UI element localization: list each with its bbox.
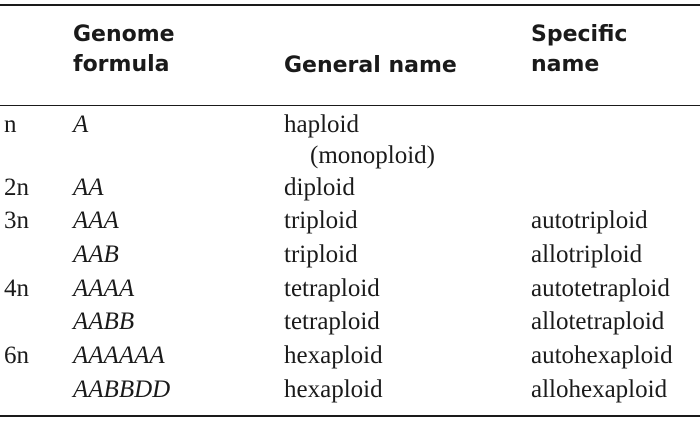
specific-name-cell: allotetraploid	[531, 308, 665, 335]
ploidy-cell: 3n	[4, 207, 29, 234]
genome-formula-cell: A	[73, 111, 89, 138]
general-name-extra-cell: (monoploid)	[310, 142, 435, 169]
genome-formula-cell: AABBDD	[73, 376, 171, 403]
header-genome-formula-line2: formula	[73, 52, 170, 77]
general-name-cell: hexaploid	[284, 376, 383, 403]
general-name-cell: haploid	[284, 111, 359, 138]
header-rule	[0, 105, 700, 106]
specific-name-cell: autotetraploid	[531, 275, 670, 302]
general-name-cell: triploid	[284, 241, 358, 268]
specific-name-cell: autohexaploid	[531, 342, 673, 369]
ploidy-cell: 6n	[4, 342, 29, 369]
genome-formula-cell: AAA	[73, 207, 119, 234]
genome-formula-cell: AA	[73, 174, 104, 201]
genome-formula-cell: AABB	[73, 308, 135, 335]
header-specific-name-line1: Specific	[531, 22, 628, 47]
general-name-cell: diploid	[284, 174, 355, 201]
ploidy-cell: 2n	[4, 174, 29, 201]
header-specific-name: Specific name	[531, 20, 627, 80]
ploidy-cell: n	[4, 111, 17, 138]
general-name-cell: tetraploid	[284, 308, 380, 335]
specific-name-cell: autotriploid	[531, 207, 648, 234]
genome-formula-cell: AAAAAA	[73, 342, 165, 369]
top-rule	[0, 4, 700, 6]
genome-formula-cell: AAAA	[73, 275, 135, 302]
bottom-rule	[0, 415, 700, 417]
header-genome-formula-line1: Genome	[73, 22, 175, 47]
general-name-cell: tetraploid	[284, 275, 380, 302]
header-genome-formula: Genome formula	[73, 20, 175, 80]
specific-name-cell: allohexaploid	[531, 376, 668, 403]
header-general-name: General name	[284, 53, 457, 78]
ploidy-cell: 4n	[4, 275, 29, 302]
genome-formula-cell: AAB	[73, 241, 119, 268]
general-name-cell: hexaploid	[284, 342, 383, 369]
header-specific-name-line2: name	[531, 52, 600, 77]
specific-name-cell: allotriploid	[531, 241, 643, 268]
general-name-cell: triploid	[284, 207, 358, 234]
